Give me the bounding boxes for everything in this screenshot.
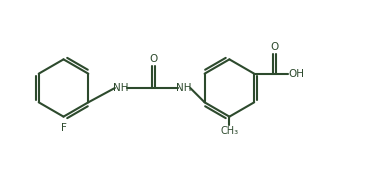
Text: CH₃: CH₃ <box>220 126 238 136</box>
Text: O: O <box>149 54 158 64</box>
Text: OH: OH <box>288 69 304 79</box>
Text: O: O <box>271 42 279 52</box>
Text: F: F <box>61 123 67 133</box>
Text: NH: NH <box>113 83 128 93</box>
Text: NH: NH <box>176 83 192 93</box>
